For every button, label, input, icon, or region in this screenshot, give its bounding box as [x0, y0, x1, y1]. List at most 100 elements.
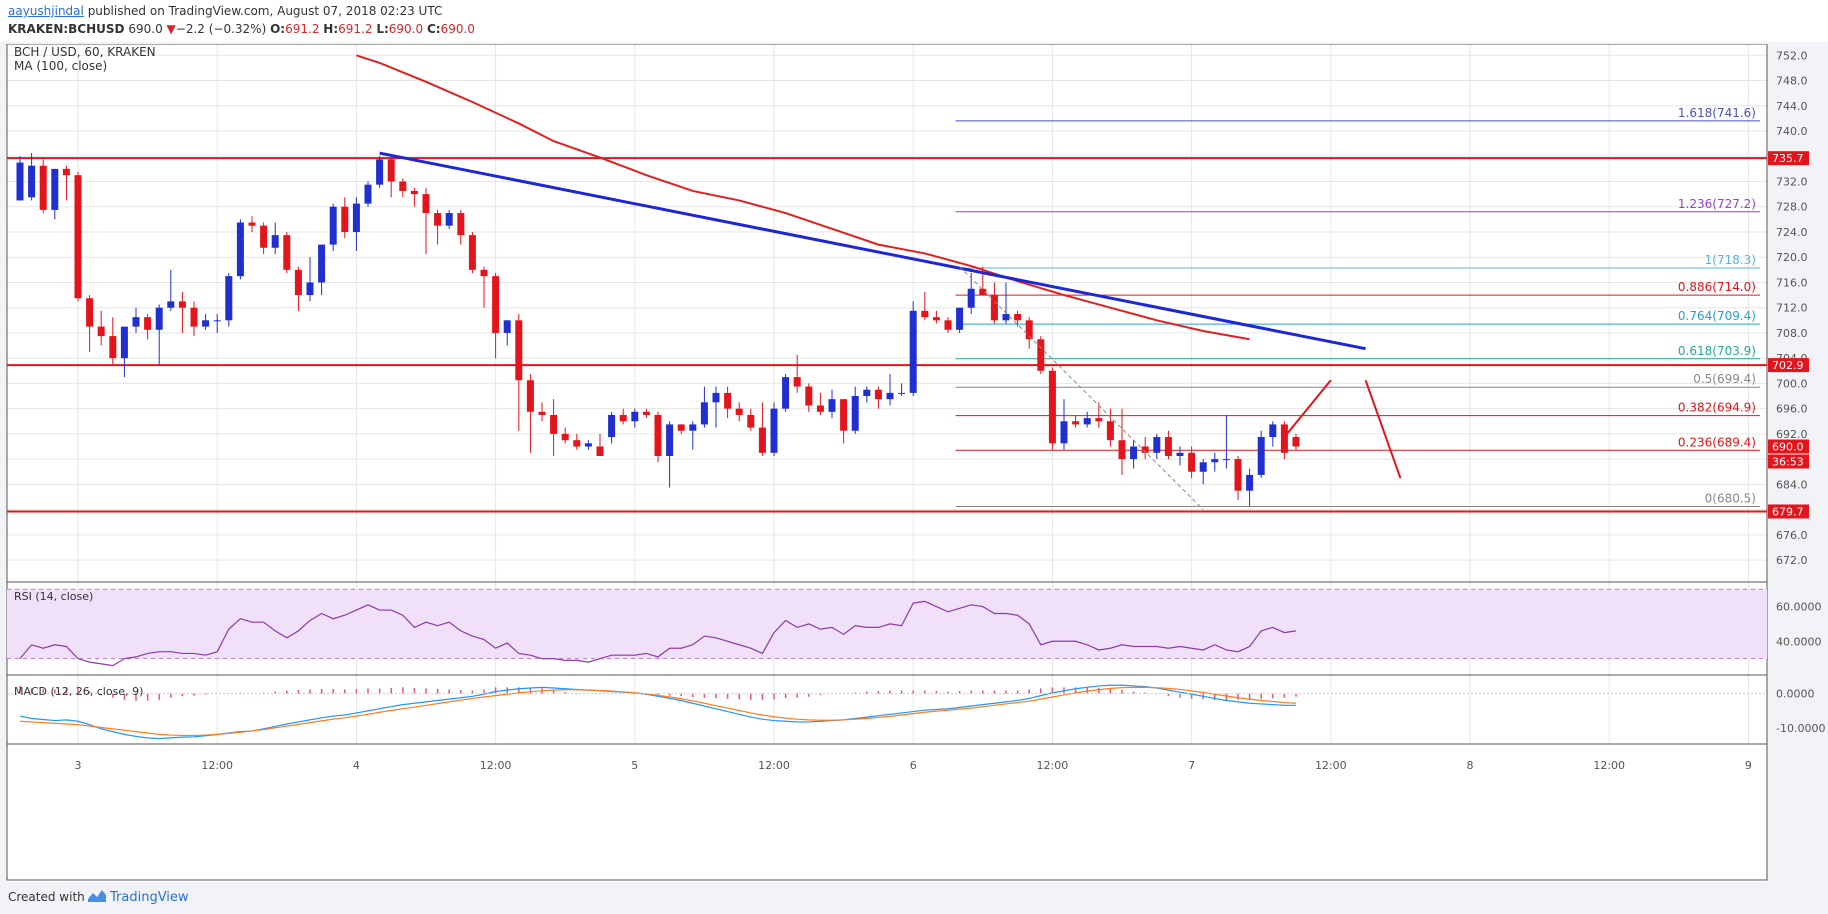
candle-body: [956, 307, 964, 330]
candle-body: [666, 424, 674, 456]
time-tick-label: 12:00: [201, 759, 233, 772]
candle-body: [155, 307, 163, 330]
price-change: −2.2 (−0.32%): [175, 22, 267, 36]
candle-body: [1199, 462, 1207, 472]
candle-body: [619, 414, 627, 422]
overlays: [356, 54, 1402, 510]
candle-body: [561, 433, 569, 441]
candle-body: [445, 213, 453, 226]
candle-body: [770, 408, 778, 453]
fib-level-label: 1.236(727.2): [1678, 197, 1756, 211]
macd-pane: [7, 684, 1767, 740]
candle-body: [1072, 421, 1080, 425]
price-tick-label: 672.0: [1776, 554, 1808, 567]
price-tick-label: 712.0: [1776, 302, 1808, 315]
fib-anchor-line: [959, 266, 1204, 510]
candle-body: [642, 411, 650, 415]
candle-body: [294, 269, 302, 296]
fib-level-label: 0.764(709.4): [1678, 309, 1756, 323]
header: aayushjindal published on TradingView.co…: [0, 0, 1828, 42]
fib-level-label: 0.382(694.9): [1678, 401, 1756, 415]
fib-level-label: 0.618(703.9): [1678, 344, 1756, 358]
hline-price-tag: 702.9: [1772, 359, 1804, 372]
hline-price-tag: 735.7: [1772, 152, 1804, 165]
fib-level-label: 0.886(714.0): [1678, 280, 1756, 294]
candle-body: [921, 310, 929, 318]
candle-body: [689, 424, 697, 431]
candle-body: [178, 301, 186, 308]
hline-price-tag-box: [1768, 504, 1809, 519]
candle-body: [967, 288, 975, 308]
author-link[interactable]: aayushjindal: [8, 4, 84, 18]
candle-body: [318, 244, 326, 283]
rsi-legend: RSI (14, close): [14, 590, 93, 603]
price-tick-label: 748.0: [1776, 75, 1808, 88]
candle-body: [724, 392, 732, 409]
candle-body: [573, 440, 581, 447]
candle-body: [979, 288, 987, 296]
candle-body: [758, 427, 766, 453]
time-tick-label: 3: [75, 759, 82, 772]
candle-body: [364, 184, 372, 204]
time-tick-label: 12:00: [1037, 759, 1069, 772]
candle-body: [1095, 418, 1103, 422]
candle-body: [202, 320, 210, 327]
candle-body: [596, 446, 604, 456]
chart[interactable]: 1.618(741.6) 1.236(727.2) 1(718.3) 0.886(71…: [0, 44, 1828, 882]
price-tags: 735.7 702.9 679.7 690.0 36:53: [1768, 151, 1809, 519]
candle-body: [1188, 452, 1196, 472]
candle-body: [805, 386, 813, 406]
candle-body: [909, 310, 917, 393]
fib-level-label: 0(680.5): [1705, 491, 1756, 505]
candle-body: [526, 380, 534, 412]
candle-body: [1037, 339, 1045, 371]
ma100-line: [356, 54, 1250, 341]
candle-body: [515, 320, 523, 381]
price-tick-label: 724.0: [1776, 226, 1808, 239]
candle-body: [654, 414, 662, 456]
price-tick-label: 676.0: [1776, 529, 1808, 542]
candle-body: [944, 320, 952, 330]
candles: [16, 153, 1300, 507]
candle-body: [352, 203, 360, 232]
tradingview-brand-link[interactable]: TradingView: [110, 890, 189, 905]
candle-body: [236, 222, 244, 277]
low-value: 690.0: [388, 22, 424, 36]
hline-price-tag-box: [1768, 151, 1809, 166]
candle-body: [1025, 320, 1033, 340]
candle-body: [120, 326, 128, 359]
candle-body: [1106, 421, 1114, 441]
candle-body: [1002, 314, 1010, 321]
ohlc-line: KRAKEN:BCHUSD 690.0 ▼−2.2 (−0.32%) O:691…: [8, 22, 475, 36]
rsi-tick-label: 60.0000: [1776, 601, 1822, 614]
candle-body: [39, 165, 47, 210]
candle-body: [712, 392, 720, 403]
candle-body: [608, 414, 616, 438]
candle-body: [1141, 446, 1149, 453]
candle-body: [932, 317, 940, 321]
candle-body: [828, 399, 836, 412]
price-tick-label: 716.0: [1776, 276, 1808, 289]
candle-body: [863, 389, 871, 397]
macd-tick-label: 0.0000: [1776, 688, 1815, 701]
candle-body: [422, 194, 430, 214]
candle-body: [816, 405, 824, 412]
candle-body: [1292, 437, 1300, 447]
candle-body: [28, 165, 36, 198]
candle-body: [468, 235, 476, 270]
candle-body: [306, 282, 314, 296]
bearish-trendline: [379, 151, 1366, 351]
rsi-line: [19, 600, 1297, 667]
fibonacci-retracement: 1.618(741.6) 1.236(727.2) 1(718.3) 0.886(71…: [955, 106, 1760, 507]
candle-body: [399, 181, 407, 191]
price-tag: 690.0: [1772, 441, 1804, 454]
candle-body: [1083, 418, 1091, 425]
candle-body: [1153, 437, 1161, 453]
signal-line: [19, 686, 1297, 737]
price-tick-label: 708.0: [1776, 327, 1808, 340]
candle-body: [109, 336, 117, 359]
candle-body: [387, 159, 395, 182]
rsi-band-fill: [7, 589, 1767, 659]
candle-body: [1211, 459, 1219, 463]
price-tag: 36:53: [1772, 456, 1804, 469]
